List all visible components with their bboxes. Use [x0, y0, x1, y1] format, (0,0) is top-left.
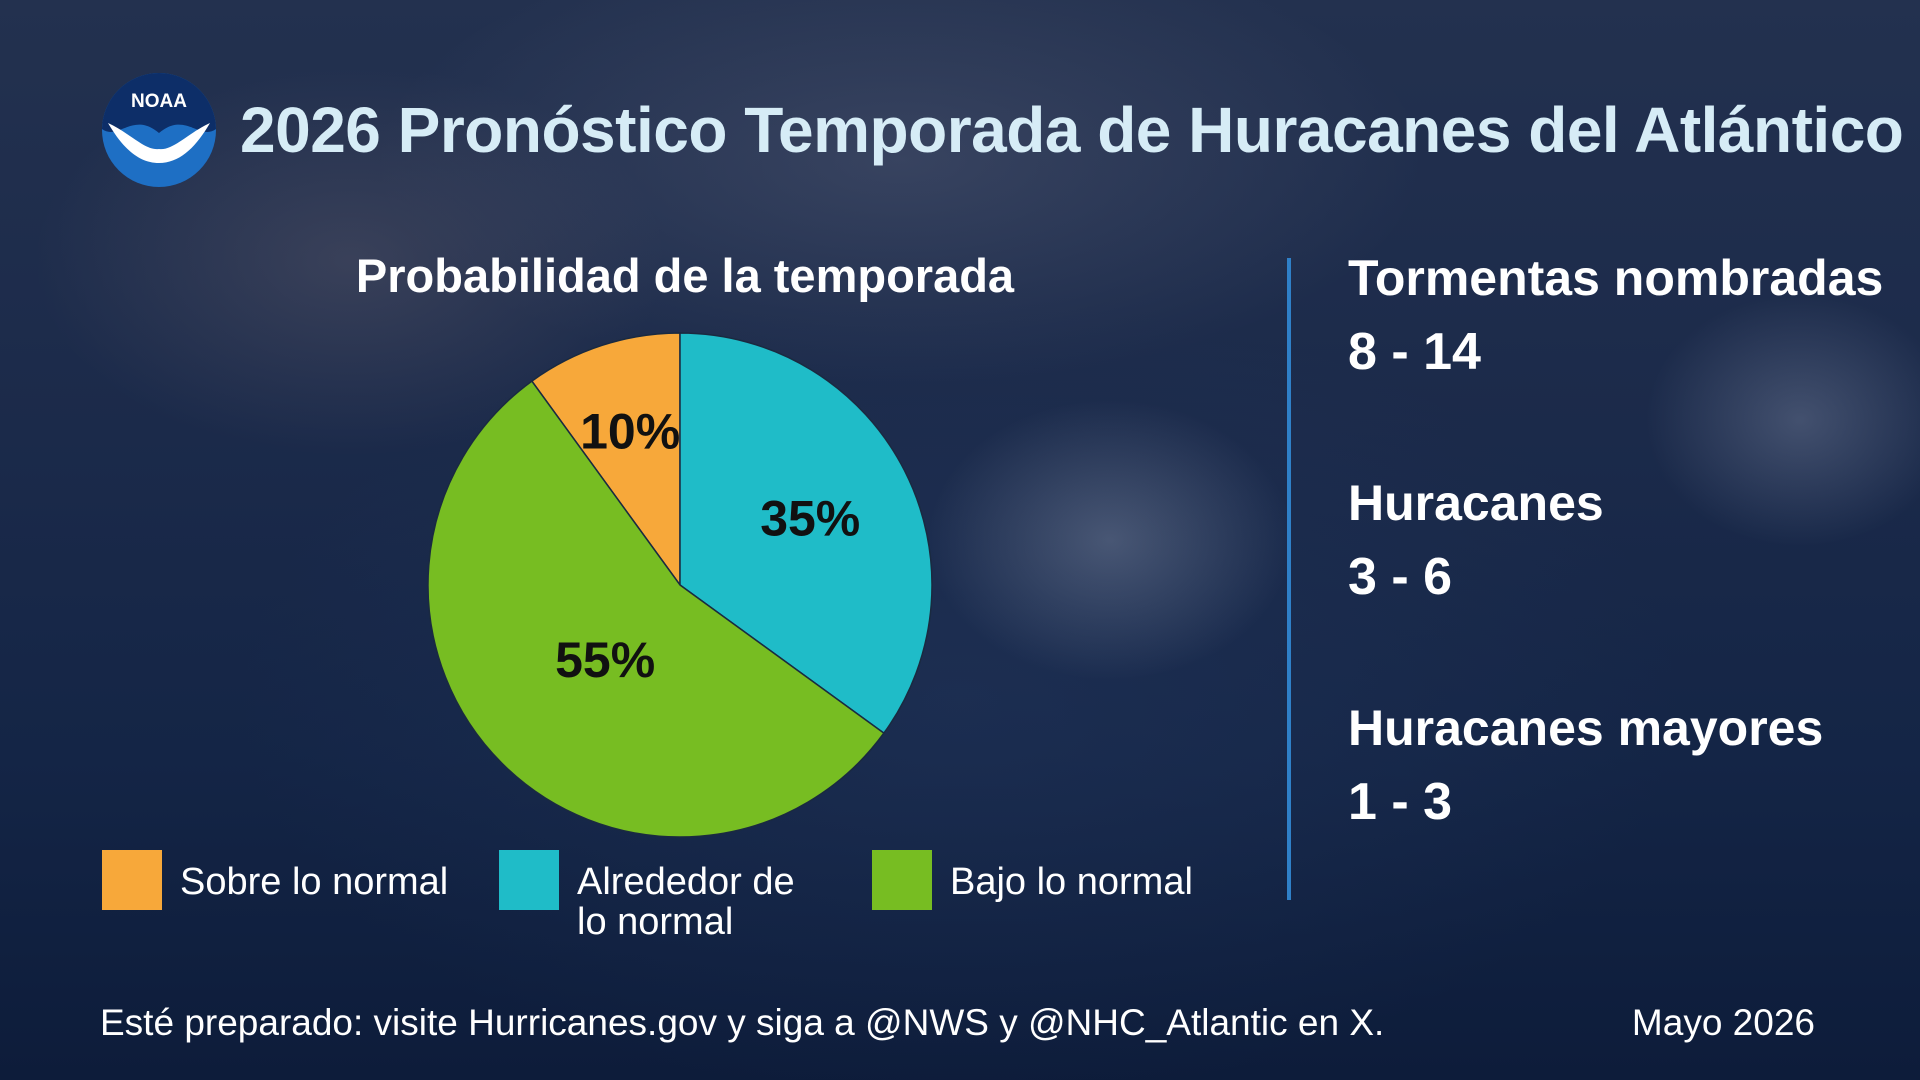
stat-major-hurricanes: Huracanes mayores 1 - 3 [1348, 700, 1908, 830]
page-title: 2026 Pronóstico Temporada de Huracanes d… [240, 94, 1904, 166]
pie-label-bajo: 55% [555, 632, 655, 688]
legend-label-alrededor: Alrededor de lo normal [577, 850, 795, 942]
legend-label-sobre: Sobre lo normal [180, 861, 449, 903]
legend-item-sobre: Sobre lo normal [102, 850, 448, 910]
vertical-divider [1287, 258, 1291, 900]
pie-label-sobre: 10% [580, 404, 680, 460]
footer-date: Mayo 2026 [1631, 1002, 1815, 1043]
pie-slice-bajo [427, 380, 885, 838]
pie-slice-sobre [530, 332, 681, 588]
pie-slice-alrededor [679, 332, 933, 735]
chart-title: Probabilidad de la temporada [355, 249, 1015, 302]
stat-value: 8 - 14 [1348, 323, 1481, 381]
legend-swatch-sobre [102, 850, 162, 910]
footer-note: Esté preparado: visite Hurricanes.gov y … [100, 1002, 1385, 1043]
legend-item-bajo: Bajo lo normal [872, 850, 1193, 910]
header: NOAA 2026 Pronóstico Temporada de Huraca… [100, 70, 1904, 190]
stat-hurricanes: Huracanes 3 - 6 [1348, 475, 1908, 605]
stat-named-storms: Tormentas nombradas 8 - 14 [1348, 250, 1908, 380]
legend-swatch-alrededor [499, 850, 559, 910]
stat-label: Huracanes [1348, 475, 1604, 531]
stat-value: 1 - 3 [1348, 773, 1453, 831]
legend-swatch-bajo [872, 850, 932, 910]
legend-label-alrededor-line2: lo normal [577, 901, 734, 943]
stat-value: 3 - 6 [1348, 548, 1453, 606]
logo-text: NOAA [131, 91, 187, 112]
stat-label: Huracanes mayores [1348, 700, 1824, 756]
legend: Sobre lo normal Alrededor de lo normal B… [102, 850, 1242, 950]
legend-label-bajo: Bajo lo normal [950, 861, 1193, 903]
stat-label: Tormentas nombradas [1348, 250, 1884, 306]
legend-label-alrededor-line1: Alrededor de [577, 861, 795, 903]
pie-label-alrededor: 35% [760, 491, 860, 547]
pie-chart: 10% 35% 55% [427, 332, 933, 838]
noaa-logo-icon: NOAA [102, 73, 216, 187]
legend-item-alrededor: Alrededor de lo normal [499, 850, 795, 942]
